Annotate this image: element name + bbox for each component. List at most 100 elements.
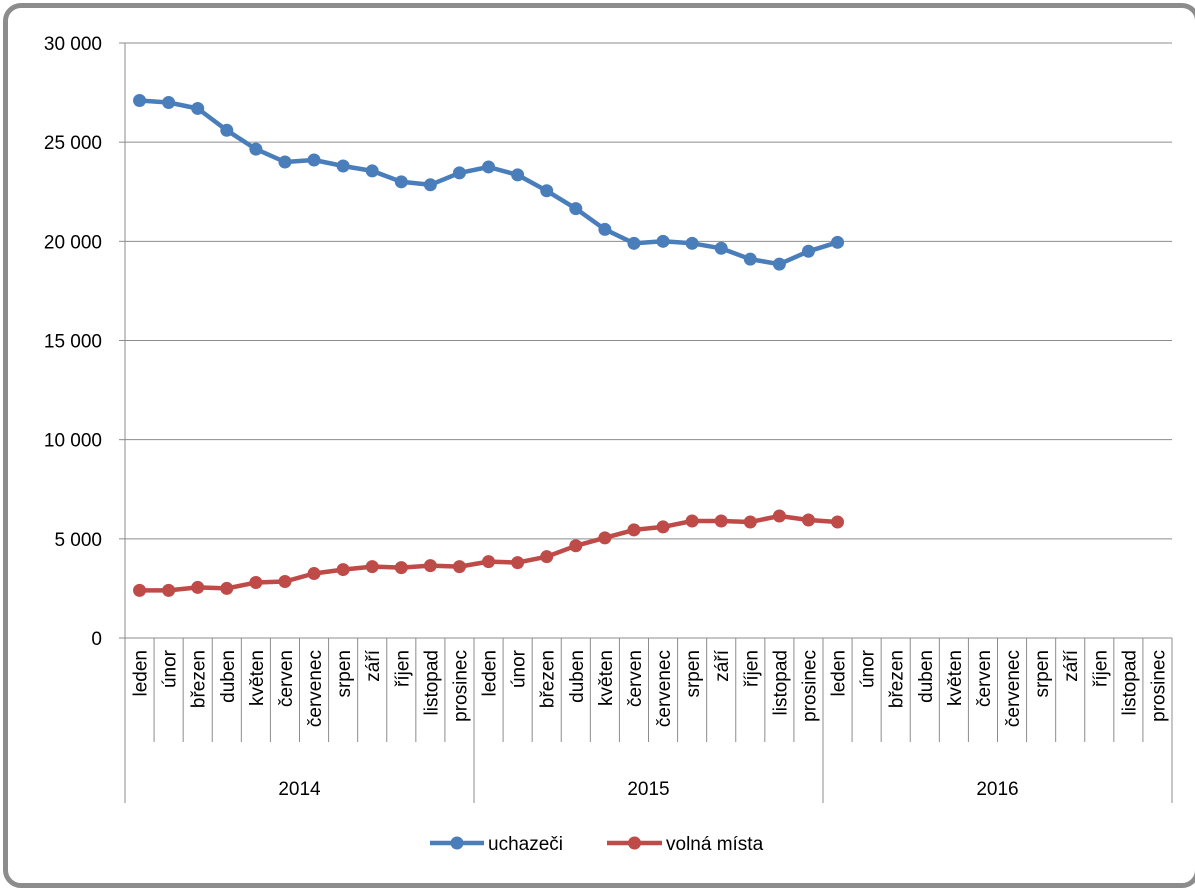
data-point xyxy=(307,153,321,167)
series-line xyxy=(137,513,840,593)
data-point xyxy=(656,234,670,248)
series-line xyxy=(137,98,840,267)
data-point xyxy=(714,241,728,255)
data-point xyxy=(365,560,379,574)
data-point xyxy=(133,94,147,108)
data-point xyxy=(365,164,379,178)
data-point xyxy=(220,581,234,595)
data-point xyxy=(627,523,641,537)
month-label: srpen xyxy=(683,650,704,698)
data-point xyxy=(278,574,292,588)
data-point xyxy=(423,559,437,573)
series-lines xyxy=(133,94,845,597)
month-label: srpen xyxy=(1032,650,1053,698)
legend: uchazeči volná místa xyxy=(430,834,764,855)
month-label: leden xyxy=(829,650,850,697)
data-point xyxy=(743,515,757,529)
data-point xyxy=(801,244,815,258)
month-label: srpen xyxy=(334,650,355,698)
gridlines xyxy=(125,42,1172,540)
data-point xyxy=(569,539,583,553)
month-label: červen xyxy=(276,650,297,707)
month-label: březen xyxy=(538,650,559,708)
data-point xyxy=(191,580,205,594)
data-point xyxy=(162,583,176,597)
data-point xyxy=(133,583,147,597)
data-point xyxy=(772,257,786,271)
month-label: červenec xyxy=(1003,650,1024,727)
month-label: červen xyxy=(625,650,646,707)
month-label: listopad xyxy=(421,650,442,716)
data-point xyxy=(831,235,845,249)
month-label: únor xyxy=(160,649,181,688)
data-point xyxy=(598,222,612,236)
y-tick-label: 10 000 xyxy=(44,431,102,452)
month-label: září xyxy=(712,649,733,681)
data-point xyxy=(249,575,263,589)
data-point xyxy=(249,142,263,156)
data-point xyxy=(278,155,292,169)
month-label: květen xyxy=(596,650,617,706)
data-point xyxy=(482,555,496,569)
month-label: únor xyxy=(509,649,530,688)
month-label: prosinec xyxy=(799,650,820,722)
data-point xyxy=(452,560,466,574)
legend-label: uchazeči xyxy=(488,834,563,855)
month-label: červenec xyxy=(305,650,326,727)
month-label: červenec xyxy=(654,650,675,727)
month-label: listopad xyxy=(1119,650,1140,716)
month-label: leden xyxy=(480,650,501,697)
y-tick-label: 0 xyxy=(91,629,102,650)
month-label: duben xyxy=(218,650,239,703)
data-point xyxy=(394,175,408,189)
year-label: 2015 xyxy=(627,779,669,800)
y-tick-label: 20 000 xyxy=(44,232,102,253)
y-tick-label: 30 000 xyxy=(44,34,102,55)
data-point xyxy=(714,514,728,528)
data-point xyxy=(627,236,641,250)
month-label: březen xyxy=(887,650,908,708)
month-label: prosinec xyxy=(450,650,471,722)
data-point xyxy=(423,178,437,192)
data-point xyxy=(511,168,525,182)
data-point xyxy=(394,561,408,575)
data-point xyxy=(801,513,815,527)
y-tick-label: 15 000 xyxy=(44,332,102,353)
month-label: říjen xyxy=(741,650,762,687)
data-point xyxy=(743,252,757,266)
data-point xyxy=(540,184,554,198)
y-tick-label: 5 000 xyxy=(54,530,102,551)
month-label: leden xyxy=(131,650,152,697)
data-point xyxy=(220,123,234,137)
data-point xyxy=(656,520,670,534)
data-point xyxy=(598,531,612,545)
data-point xyxy=(307,567,321,581)
month-label: květen xyxy=(945,650,966,706)
month-label: říjen xyxy=(1090,650,1111,687)
data-point xyxy=(685,514,699,528)
data-point xyxy=(772,509,786,523)
data-point xyxy=(831,515,845,529)
legend-swatch-marker xyxy=(450,836,464,850)
year-label: 2016 xyxy=(976,779,1018,800)
month-label: říjen xyxy=(392,650,413,687)
legend-label: volná místa xyxy=(666,834,764,855)
data-point xyxy=(336,563,350,577)
data-point xyxy=(162,96,176,109)
data-point xyxy=(452,166,466,180)
x-axis: leden únor březen duben květen červen červenec… xyxy=(124,637,1173,803)
month-label: březen xyxy=(189,650,210,708)
year-label: 2014 xyxy=(278,779,321,800)
chart-frame xyxy=(3,3,1195,888)
month-label: listopad xyxy=(770,650,791,716)
data-point xyxy=(540,550,554,564)
y-tick-label: 25 000 xyxy=(44,133,102,154)
y-axis: 0 5 000 10 000 15 000 20 000 25 000 30 000 xyxy=(44,34,126,650)
month-label: květen xyxy=(247,650,268,706)
data-point xyxy=(336,159,350,173)
data-point xyxy=(482,160,496,174)
month-label: září xyxy=(1061,649,1082,681)
legend-swatch-marker xyxy=(628,836,641,850)
data-point xyxy=(569,202,583,216)
